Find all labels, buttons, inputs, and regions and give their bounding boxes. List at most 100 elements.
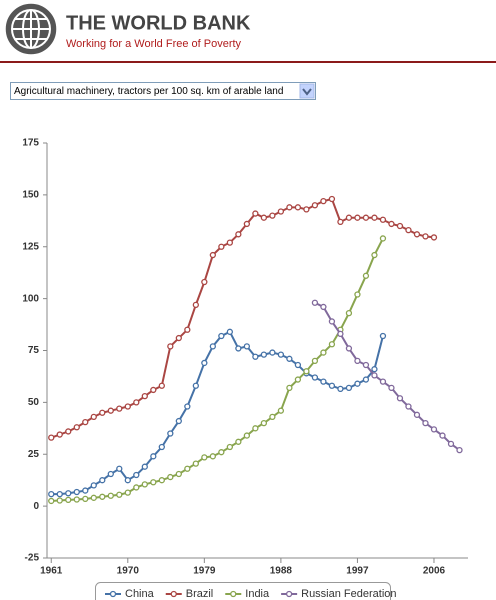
point (388, 220, 395, 228)
point (396, 222, 404, 230)
point (328, 341, 336, 348)
point (133, 399, 140, 406)
point (286, 355, 293, 362)
point (65, 490, 72, 497)
select-text[interactable]: Agricultural machinery, tractors per 100… (14, 86, 283, 97)
point (311, 374, 319, 381)
point (124, 489, 131, 496)
site-subtitle: Working for a World Free of Poverty (66, 38, 242, 50)
point (99, 493, 106, 500)
legend-marker (170, 590, 177, 598)
point (371, 251, 378, 259)
point (235, 345, 242, 352)
point (396, 395, 404, 402)
x-tick-label: 1979 (193, 566, 216, 577)
point (90, 413, 97, 421)
point (277, 208, 285, 215)
point (413, 411, 421, 418)
point (192, 460, 199, 467)
point (184, 326, 191, 333)
x-tick-label: 1961 (40, 566, 63, 577)
point (447, 440, 455, 448)
series-line (51, 237, 384, 502)
point (175, 334, 182, 342)
point (141, 463, 148, 470)
point (320, 349, 327, 356)
point (337, 218, 344, 226)
point (235, 231, 242, 238)
point (150, 386, 157, 394)
point (345, 384, 353, 392)
point (158, 382, 165, 389)
y-tick-label: 150 (22, 190, 39, 201)
point (175, 417, 182, 425)
point (286, 204, 293, 211)
point (311, 202, 319, 209)
point (82, 487, 89, 494)
indicator-select[interactable]: Agricultural machinery, tractors per 100… (10, 82, 316, 100)
chart: -25 0 25 50 75 100 125 150 175 1961 1970 1979 1988 19… (22, 138, 468, 600)
point (56, 431, 63, 438)
point (141, 392, 148, 400)
point (277, 351, 285, 358)
legend-box (95, 582, 391, 600)
point (345, 309, 353, 317)
point (345, 214, 353, 221)
legend-label: Brazil (186, 588, 214, 600)
point (371, 372, 378, 379)
site-title: THE WORLD BANK (66, 12, 251, 34)
point (362, 376, 370, 383)
point (439, 432, 446, 439)
point (201, 454, 208, 461)
point (405, 403, 412, 410)
point (90, 482, 97, 489)
point (269, 349, 276, 356)
point (405, 226, 412, 234)
y-tick-label: 75 (28, 345, 40, 356)
y-tick-label: 125 (22, 241, 39, 252)
point (167, 430, 174, 437)
point (107, 407, 114, 414)
point (56, 490, 63, 498)
point (362, 214, 370, 221)
point (260, 419, 268, 427)
point (209, 251, 216, 259)
point (209, 343, 216, 350)
point (388, 384, 395, 392)
point (116, 491, 123, 498)
legend-label: China (125, 588, 155, 600)
point (73, 424, 80, 431)
y-tick-label: 50 (28, 397, 40, 408)
point (209, 453, 216, 460)
point (354, 357, 361, 365)
point (328, 195, 336, 203)
point (371, 214, 378, 221)
point (175, 470, 182, 478)
point (201, 359, 208, 367)
point (218, 243, 225, 250)
point (90, 494, 97, 501)
point (252, 210, 259, 217)
legend-label: India (245, 588, 270, 600)
y-tick-label: 175 (22, 138, 39, 149)
point (320, 378, 327, 385)
point (226, 443, 234, 451)
point (116, 465, 123, 472)
point (150, 453, 157, 460)
point (48, 497, 55, 505)
series-line (314, 301, 461, 451)
point (328, 318, 336, 325)
point (107, 470, 114, 478)
y-tick-label: 0 (33, 501, 39, 512)
point (124, 477, 131, 484)
point (218, 332, 225, 340)
point (167, 343, 174, 350)
x-tick-label: 1997 (346, 566, 369, 577)
series-line (51, 330, 384, 496)
point (303, 368, 310, 375)
point (354, 291, 361, 298)
point (133, 484, 140, 491)
point (201, 278, 208, 286)
point (422, 233, 429, 240)
point (371, 366, 378, 373)
